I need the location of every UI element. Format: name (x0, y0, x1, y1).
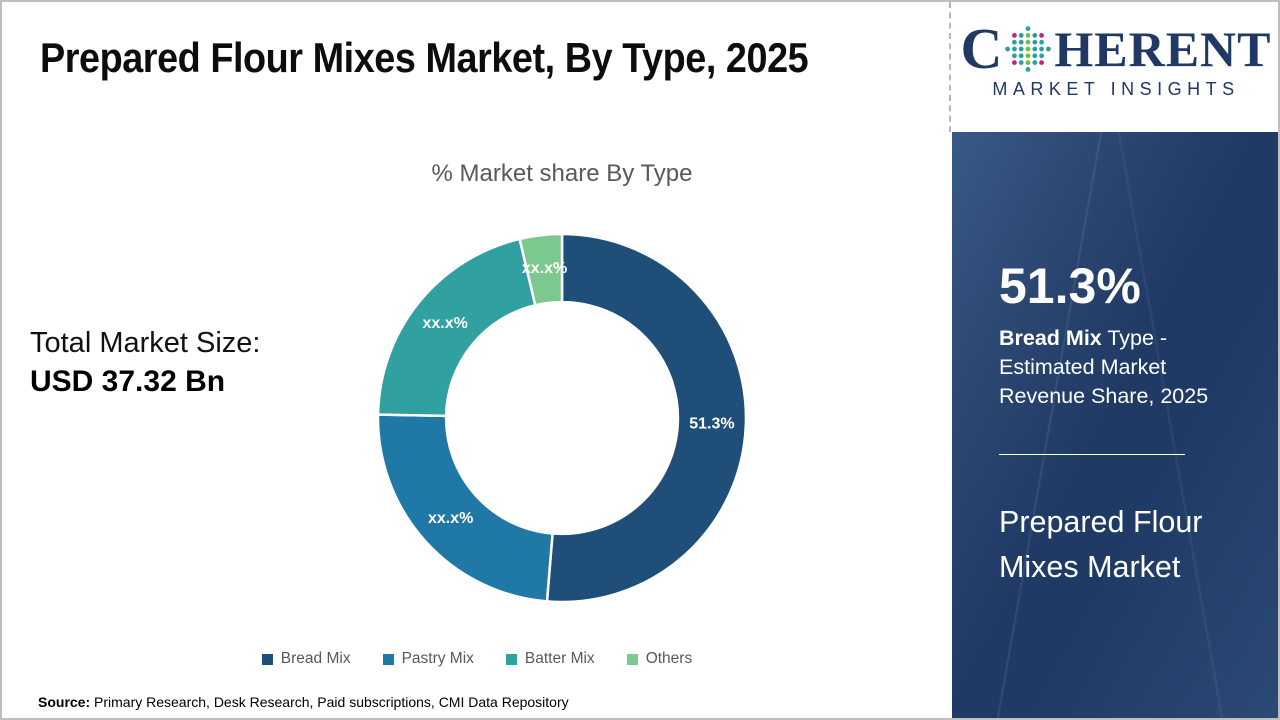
donut-label-bread-mix: 51.3% (689, 415, 734, 432)
highlight-caption-rest: Type - Estimated Market Revenue Share, 2… (999, 326, 1209, 408)
chart-legend: Bread Mix Pastry Mix Batter Mix Others (2, 646, 952, 672)
brand-word-rest: HERENT (1054, 21, 1272, 77)
legend-item-bread-mix: Bread Mix (261, 650, 351, 668)
logo-dot-globe-icon (1005, 26, 1052, 72)
highlight-share-value: 51.3% (999, 258, 1141, 314)
legend-swatch-others (626, 653, 638, 665)
legend-item-others: Others (626, 650, 693, 668)
highlight-share-caption: Bread Mix Type - Estimated Market Revenu… (999, 324, 1213, 411)
chart-title: % Market share By Type (431, 160, 693, 187)
legend-label-bread-mix: Bread Mix (280, 650, 351, 667)
brand-letter-c: C (960, 16, 1003, 81)
donut-slice-pastry-mix (376, 413, 554, 603)
donut-label-batter-mix: xx.x% (423, 315, 468, 332)
legend-label-batter-mix: Batter Mix (524, 650, 595, 667)
total-market-size-value: USD 37.32 Bn (30, 365, 226, 398)
sidebar-map-texture (952, 132, 1278, 718)
brand-logo: C HERENT MARKET INSIGHTS (960, 20, 1272, 100)
source-line: Source: Primary Research, Desk Research,… (38, 694, 569, 710)
highlight-segment-name: Bread Mix (999, 326, 1102, 350)
donut-label-others: xx.x% (522, 260, 567, 277)
legend-item-batter-mix: Batter Mix (505, 650, 595, 668)
page-title: Prepared Flour Mixes Market, By Type, 20… (40, 34, 809, 81)
legend-label-others: Others (645, 650, 693, 667)
legend-swatch-bread-mix (261, 653, 273, 665)
brand-wordmark: C HERENT (960, 20, 1272, 78)
total-market-size-block: Total Market Size: USD 37.32 Bn (30, 324, 260, 402)
donut-slice-bread-mix (545, 232, 748, 604)
sidebar-market-title: Prepared Flour Mixes Market (999, 505, 1203, 584)
donut-slice-others (518, 232, 564, 307)
source-text: Primary Research, Desk Research, Paid su… (90, 694, 569, 710)
total-market-size-label: Total Market Size: (30, 327, 261, 359)
source-label: Source: (38, 694, 91, 710)
sidebar-panel: 51.3% Bread Mix Type - Estimated Market … (952, 132, 1278, 718)
donut-chart: 51.3% xx.x% xx.x% xx.x% (376, 232, 748, 604)
sidebar-divider (999, 454, 1185, 455)
legend-swatch-batter-mix (505, 653, 517, 665)
dashed-separator (949, 2, 951, 132)
legend-label-pastry-mix: Pastry Mix (401, 650, 474, 667)
legend-swatch-pastry-mix (382, 653, 394, 665)
legend-item-pastry-mix: Pastry Mix (382, 650, 474, 668)
donut-label-pastry-mix: xx.x% (428, 510, 473, 527)
brand-subtitle: MARKET INSIGHTS (992, 79, 1240, 99)
